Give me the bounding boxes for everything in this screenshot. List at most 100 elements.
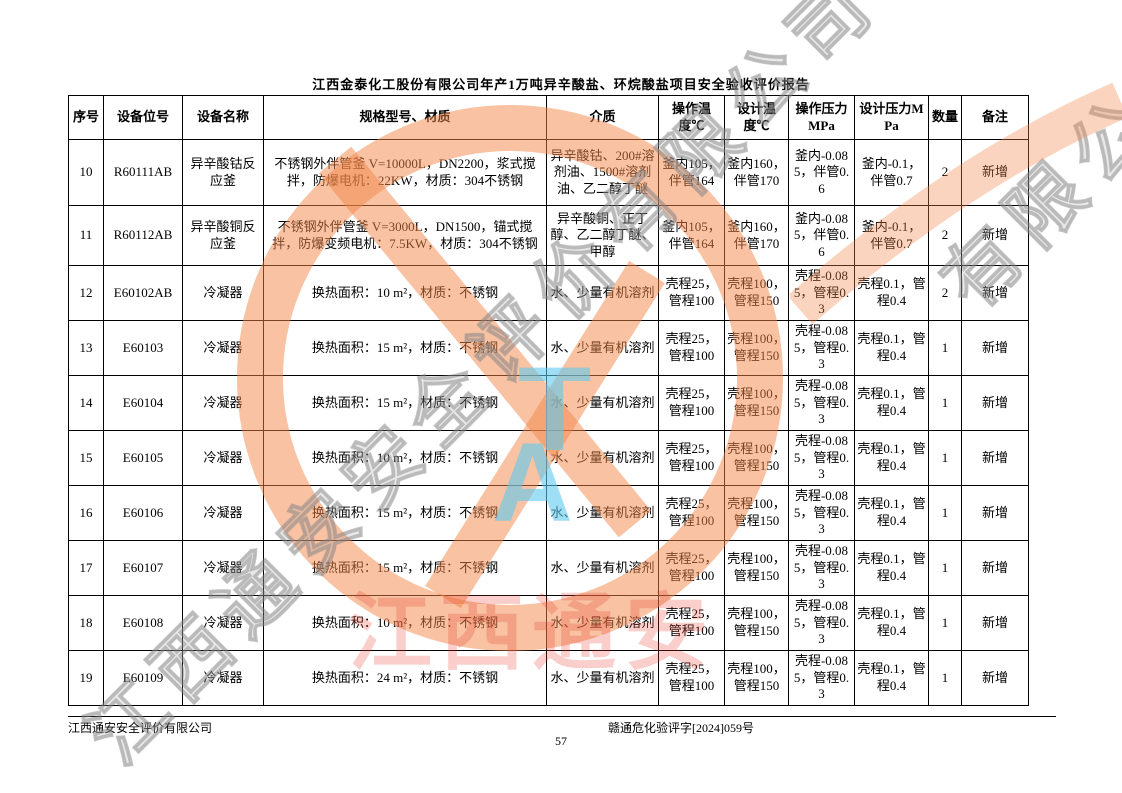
cell-design-temp: 壳程100，管程150 <box>724 485 789 541</box>
table-row: 19 E60109 冷凝器 换热面积：24 m²，材质：不锈钢 水、少量有机溶剂 壳程25… <box>68 650 1029 706</box>
cell-medium: 水、少量有机溶剂 <box>546 375 659 431</box>
cell-equipment-name: 异辛酸铜反应釜 <box>182 205 264 266</box>
column-header-operating-pressure: 操作压力MPa <box>788 95 855 140</box>
cell-spec-material: 换热面积：10 m²，材质：不锈钢 <box>263 265 547 321</box>
cell-spec-material: 不锈钢外伴管釜 V=10000L，DN2200，浆式搅拌，防爆电机：22KW，材… <box>263 139 547 206</box>
cell-design-pressure: 釜内-0.1，伴管0.7 <box>854 205 929 266</box>
cell-serial-no: 16 <box>68 485 104 541</box>
cell-operating-pressure: 釜内-0.085，伴管0.6 <box>788 205 855 266</box>
cell-remark: 新增 <box>961 430 1029 486</box>
cell-quantity: 1 <box>928 485 962 541</box>
cell-medium: 水、少量有机溶剂 <box>546 430 659 486</box>
cell-remark: 新增 <box>961 205 1029 266</box>
cell-equipment-name: 冷凝器 <box>182 265 264 321</box>
cell-operating-temp: 壳程25，管程100 <box>658 485 725 541</box>
cell-serial-no: 10 <box>68 139 104 206</box>
cell-serial-no: 15 <box>68 430 104 486</box>
table-row: 10 R60111AB 异辛酸钴反应釜 不锈钢外伴管釜 V=10000L，DN2200… <box>68 139 1029 206</box>
cell-operating-temp: 壳程25，管程100 <box>658 650 725 706</box>
cell-operating-temp: 壳程25，管程100 <box>658 320 725 376</box>
cell-quantity: 2 <box>928 205 962 266</box>
cell-operating-temp: 壳程25，管程100 <box>658 430 725 486</box>
cell-equipment-name: 冷凝器 <box>182 485 264 541</box>
cell-quantity: 1 <box>928 430 962 486</box>
cell-operating-pressure: 壳程-0.085，管程0.3 <box>788 375 855 431</box>
cell-operating-pressure: 壳程-0.085，管程0.3 <box>788 320 855 376</box>
footer-company-name: 江西通安安全评价有限公司 <box>68 721 213 735</box>
column-header-equipment-tag: 设备位号 <box>103 95 183 140</box>
table-row: 15 E60105 冷凝器 换热面积：10 m²，材质：不锈钢 水、少量有机溶剂 壳程25… <box>68 430 1029 486</box>
table-row: 17 E60107 冷凝器 换热面积：15 m²，材质：不锈钢 水、少量有机溶剂 壳程25… <box>68 540 1029 596</box>
cell-design-pressure: 壳程0.1，管程0.4 <box>854 485 929 541</box>
cell-equipment-name: 异辛酸钴反应釜 <box>182 139 264 206</box>
cell-operating-pressure: 壳程-0.085，管程0.3 <box>788 430 855 486</box>
cell-operating-temp: 釜内105，伴管164 <box>658 139 725 206</box>
cell-remark: 新增 <box>961 139 1029 206</box>
cell-spec-material: 换热面积：15 m²，材质：不锈钢 <box>263 540 547 596</box>
cell-equipment-name: 冷凝器 <box>182 650 264 706</box>
table-row: 16 E60106 冷凝器 换热面积：15 m²，材质：不锈钢 水、少量有机溶剂 壳程25… <box>68 485 1029 541</box>
cell-serial-no: 19 <box>68 650 104 706</box>
cell-equipment-tag: E60107 <box>103 540 183 596</box>
cell-remark: 新增 <box>961 375 1029 431</box>
cell-quantity: 1 <box>928 650 962 706</box>
cell-medium: 水、少量有机溶剂 <box>546 650 659 706</box>
cell-equipment-name: 冷凝器 <box>182 595 264 651</box>
cell-medium: 水、少量有机溶剂 <box>546 265 659 321</box>
table-header-row: 序号 设备位号 设备名称 规格型号、材质 介质 操作温度℃ 设计温度℃ 操作压力MPa 设计压力… <box>68 95 1029 140</box>
footer-document-number: 赣通危化验评字[2024]059号 <box>608 721 754 735</box>
cell-operating-pressure: 壳程-0.085，管程0.3 <box>788 650 855 706</box>
cell-design-pressure: 壳程0.1，管程0.4 <box>854 265 929 321</box>
cell-quantity: 1 <box>928 320 962 376</box>
table-row: 18 E60108 冷凝器 换热面积：10 m²，材质：不锈钢 水、少量有机溶剂 壳程25… <box>68 595 1029 651</box>
cell-design-temp: 釜内160，伴管170 <box>724 139 789 206</box>
table-row: 12 E60102AB 冷凝器 换热面积：10 m²，材质：不锈钢 水、少量有机溶剂 壳程… <box>68 265 1029 321</box>
cell-equipment-tag: E60103 <box>103 320 183 376</box>
cell-remark: 新增 <box>961 265 1029 321</box>
cell-operating-temp: 壳程25，管程100 <box>658 265 725 321</box>
cell-operating-temp: 壳程25，管程100 <box>658 375 725 431</box>
cell-equipment-name: 冷凝器 <box>182 375 264 431</box>
cell-remark: 新增 <box>961 320 1029 376</box>
cell-operating-pressure: 壳程-0.085，管程0.3 <box>788 540 855 596</box>
cell-medium: 水、少量有机溶剂 <box>546 540 659 596</box>
cell-design-pressure: 壳程0.1，管程0.4 <box>854 595 929 651</box>
cell-equipment-tag: R60111AB <box>103 139 183 206</box>
cell-serial-no: 13 <box>68 320 104 376</box>
cell-equipment-tag: E60108 <box>103 595 183 651</box>
cell-spec-material: 换热面积：15 m²，材质：不锈钢 <box>263 375 547 431</box>
cell-equipment-tag: E60106 <box>103 485 183 541</box>
cell-design-pressure: 釜内-0.1，伴管0.7 <box>854 139 929 206</box>
table-row: 14 E60104 冷凝器 换热面积：15 m²，材质：不锈钢 水、少量有机溶剂 壳程25… <box>68 375 1029 431</box>
cell-equipment-tag: R60112AB <box>103 205 183 266</box>
cell-design-pressure: 壳程0.1，管程0.4 <box>854 430 929 486</box>
equipment-table: 序号 设备位号 设备名称 规格型号、材质 介质 操作温度℃ 设计温度℃ 操作压力MPa 设计压力… <box>68 95 1029 706</box>
cell-medium: 异辛酸钴、200#溶剂油、1500#溶剂油、乙二醇丁醚 <box>546 139 659 206</box>
cell-design-temp: 壳程100，管程150 <box>724 375 789 431</box>
cell-spec-material: 换热面积：10 m²，材质：不锈钢 <box>263 430 547 486</box>
cell-remark: 新增 <box>961 595 1029 651</box>
cell-design-temp: 釜内160，伴管170 <box>724 205 789 266</box>
cell-serial-no: 18 <box>68 595 104 651</box>
cell-operating-pressure: 壳程-0.085，管程0.3 <box>788 595 855 651</box>
cell-operating-pressure: 釜内-0.085，伴管0.6 <box>788 139 855 206</box>
cell-spec-material: 换热面积：24 m²，材质：不锈钢 <box>263 650 547 706</box>
cell-quantity: 2 <box>928 139 962 206</box>
cell-medium: 异辛酸铜、正丁醇、乙二醇丁醚、甲醇 <box>546 205 659 266</box>
cell-design-pressure: 壳程0.1，管程0.4 <box>854 375 929 431</box>
column-header-equipment-name: 设备名称 <box>182 95 264 140</box>
cell-equipment-tag: E60102AB <box>103 265 183 321</box>
cell-equipment-name: 冷凝器 <box>182 540 264 596</box>
cell-operating-temp: 釜内105，伴管164 <box>658 205 725 266</box>
cell-equipment-tag: E60105 <box>103 430 183 486</box>
cell-serial-no: 14 <box>68 375 104 431</box>
cell-medium: 水、少量有机溶剂 <box>546 485 659 541</box>
cell-design-temp: 壳程100，管程150 <box>724 540 789 596</box>
footer-divider <box>68 716 1056 717</box>
column-header-medium: 介质 <box>546 95 659 140</box>
cell-remark: 新增 <box>961 540 1029 596</box>
cell-design-temp: 壳程100，管程150 <box>724 320 789 376</box>
cell-design-temp: 壳程100，管程150 <box>724 595 789 651</box>
cell-quantity: 2 <box>928 265 962 321</box>
cell-serial-no: 11 <box>68 205 104 266</box>
